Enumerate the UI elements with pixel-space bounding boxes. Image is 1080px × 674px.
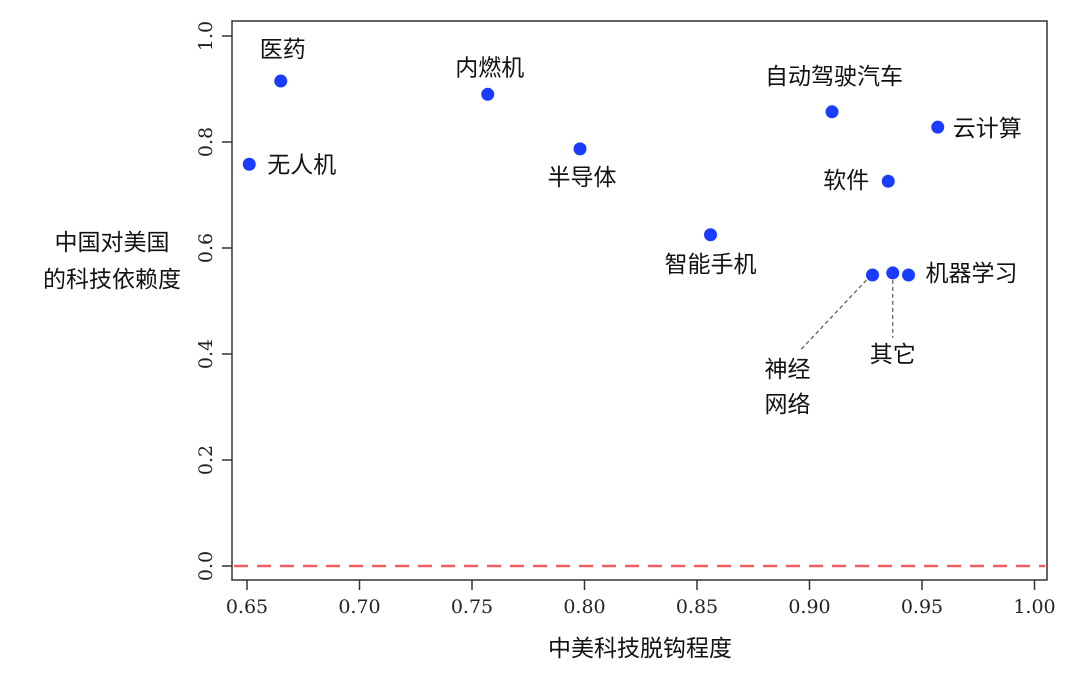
x-tick-label: 0.80 bbox=[563, 596, 605, 618]
point-label: 云计算 bbox=[953, 116, 1022, 142]
y-axis: 0.0 0.2 0.4 0.6 0.8 1.0 bbox=[195, 21, 232, 581]
x-tick-label: 0.75 bbox=[451, 596, 493, 618]
leader-line bbox=[800, 279, 867, 351]
data-point bbox=[886, 266, 900, 280]
x-axis-label: 中美科技脱钩程度 bbox=[548, 636, 732, 662]
point-label: 医药 bbox=[260, 37, 306, 63]
data-point bbox=[704, 228, 717, 242]
data-point bbox=[825, 105, 839, 119]
point-label: 神经网络 bbox=[764, 357, 811, 419]
point-label: 无人机 bbox=[267, 152, 336, 178]
point-label: 智能手机 bbox=[665, 252, 757, 278]
data-point bbox=[902, 268, 915, 282]
x-tick-label: 0.90 bbox=[788, 596, 830, 618]
y-axis-label-line1: 中国对美国 bbox=[55, 230, 170, 256]
data-point bbox=[242, 157, 256, 171]
point-label: 内燃机 bbox=[455, 55, 524, 81]
y-tick-label: 0.6 bbox=[195, 233, 217, 263]
data-point bbox=[866, 268, 879, 282]
x-axis: 0.65 0.70 0.75 0.80 0.85 0.90 0.95 1.00 bbox=[226, 580, 1056, 618]
point-label: 软件 bbox=[823, 168, 869, 194]
x-tick-label: 0.65 bbox=[226, 596, 268, 618]
data-point bbox=[274, 74, 288, 88]
data-point bbox=[931, 120, 945, 134]
point-label: 机器学习 bbox=[926, 261, 1018, 287]
point-label: 半导体 bbox=[548, 165, 617, 191]
point-label-wrapper: 神经网络 bbox=[764, 357, 811, 419]
data-point bbox=[481, 87, 495, 101]
y-tick-label: 0.2 bbox=[195, 445, 217, 475]
y-tick-label: 0.8 bbox=[195, 127, 217, 157]
point-label: 自动驾驶汽车 bbox=[765, 64, 903, 90]
y-axis-label-line2: 的科技依赖度 bbox=[43, 267, 181, 293]
data-point bbox=[881, 174, 895, 188]
point-label: 其它 bbox=[870, 342, 916, 368]
y-tick-label: 0.4 bbox=[195, 339, 217, 369]
plot-frame bbox=[231, 20, 1048, 581]
x-tick-label: 0.95 bbox=[901, 596, 943, 618]
x-tick-label: 0.85 bbox=[676, 596, 718, 618]
x-tick-label: 0.70 bbox=[338, 596, 380, 618]
x-tick-label: 1.00 bbox=[1013, 596, 1055, 618]
y-tick-label: 0.0 bbox=[195, 551, 217, 581]
data-point bbox=[573, 142, 587, 156]
y-tick-label: 1.0 bbox=[195, 21, 217, 51]
